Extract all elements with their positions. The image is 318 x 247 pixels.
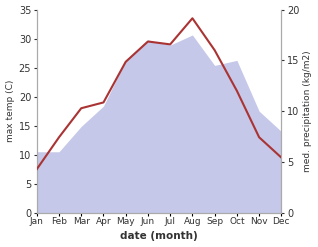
X-axis label: date (month): date (month) (120, 231, 198, 242)
Y-axis label: max temp (C): max temp (C) (5, 80, 15, 142)
Y-axis label: med. precipitation (kg/m2): med. precipitation (kg/m2) (303, 50, 313, 172)
